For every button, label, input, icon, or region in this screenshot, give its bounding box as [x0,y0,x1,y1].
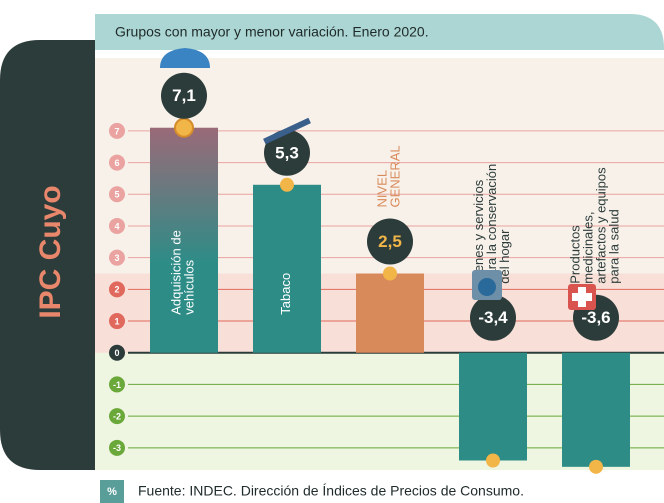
bar [253,184,321,353]
value-bubble [161,72,207,119]
icon-medkit-cross [572,287,592,307]
y-tick-marker [109,122,125,139]
category-label-line: GENERAL [388,145,403,207]
category-label-line: Bienes y servicios [471,179,486,284]
y-tick-marker [109,344,125,361]
category-label-line: artefactos y equipos [594,167,609,284]
y-tick-marker [109,154,125,171]
category-label-line: Adquisición de [169,230,184,315]
category-label-line: para la conservación [484,164,499,284]
unit-box [100,480,124,503]
icon-bus [160,48,210,68]
category-label-line: Tabaco [278,273,293,315]
y-tick-marker [109,313,125,330]
bar-end-dot [174,117,194,138]
bar [459,352,527,461]
bar [150,127,218,353]
category-label-line: para la salud [607,209,622,283]
bar-end-dot [280,177,294,192]
bar [356,273,424,353]
unit-label: % [107,486,117,498]
value-label: 7,1 [172,86,196,105]
y-tick-marker [109,408,125,425]
value-label: 2,5 [378,232,402,251]
category-label: Productosmedicinales,artefactos y equipo… [568,167,622,284]
chart-title: Grupos con mayor y menor variación. Ener… [115,24,429,40]
value-bubble [367,218,413,265]
y-tick-marker [109,217,125,234]
source: Fuente: INDEC. Dirección de Índices de P… [138,483,524,499]
value-label: 5,3 [275,143,299,162]
icon-cigarette [263,117,311,145]
y-tick-label: 4 [114,221,119,231]
category-label: Adquisición devehículos [169,230,197,315]
y-tick-label: -2 [113,411,121,421]
category-label-line: Productos [568,225,583,284]
y-tick-marker [109,186,125,203]
y-tick-label: -1 [113,380,121,390]
y-tick-label: 5 [114,190,119,200]
value-bubble [264,129,310,176]
value-label: -3,4 [478,308,508,327]
category-label: Bienes y serviciospara la conservaciónde… [471,164,512,284]
y-tick-label: 3 [114,253,119,263]
panel-label: IPC Cuyo [34,185,67,318]
value-label: -3,6 [581,308,610,327]
bar-end-dot [486,453,500,468]
y-tick-label: 2 [114,285,119,295]
category-label: NIVELGENERAL [375,145,403,207]
y-tick-label: 6 [114,158,119,168]
category-label-line: del hogar [497,229,512,284]
category-label: Tabaco [278,273,293,315]
bar-end-dot [383,266,397,281]
y-tick-marker [109,281,125,298]
y-tick-label: 1 [114,316,119,326]
icon-washer-door [478,278,496,296]
bar-end-dot [589,459,603,474]
title-band [95,14,664,50]
category-label-line: vehículos [182,259,197,314]
y-tick-label: 0 [114,348,119,358]
y-tick-marker [109,376,125,393]
side-panel [0,40,95,470]
y-tick-label: 7 [114,126,119,136]
y-tick-marker [109,249,125,266]
category-label-line: medicinales, [581,211,596,283]
category-label-line: NIVEL [375,170,390,208]
y-tick-marker [109,439,125,456]
y-tick-label: -3 [113,443,121,453]
bar [562,352,630,467]
value-bubble [470,294,516,341]
